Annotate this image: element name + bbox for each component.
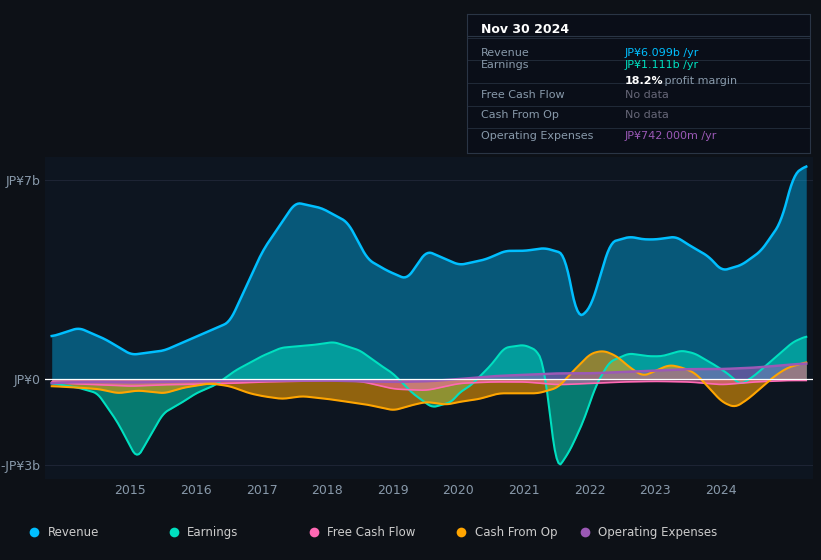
Text: Free Cash Flow: Free Cash Flow xyxy=(327,526,415,539)
Text: Earnings: Earnings xyxy=(481,60,530,71)
Text: Cash From Op: Cash From Op xyxy=(475,526,557,539)
Text: Free Cash Flow: Free Cash Flow xyxy=(481,90,565,100)
Text: JP¥742.000m /yr: JP¥742.000m /yr xyxy=(625,131,718,141)
Text: Revenue: Revenue xyxy=(481,48,530,58)
Text: Operating Expenses: Operating Expenses xyxy=(598,526,717,539)
Text: JP¥6.099b /yr: JP¥6.099b /yr xyxy=(625,48,699,58)
Text: Earnings: Earnings xyxy=(187,526,239,539)
Text: Nov 30 2024: Nov 30 2024 xyxy=(481,23,569,36)
Text: Cash From Op: Cash From Op xyxy=(481,110,559,120)
Text: 18.2%: 18.2% xyxy=(625,76,663,86)
Text: JP¥1.111b /yr: JP¥1.111b /yr xyxy=(625,60,699,71)
Text: Revenue: Revenue xyxy=(48,526,99,539)
Text: No data: No data xyxy=(625,110,669,120)
Text: No data: No data xyxy=(625,90,669,100)
Text: Operating Expenses: Operating Expenses xyxy=(481,131,594,141)
Text: profit margin: profit margin xyxy=(661,76,737,86)
